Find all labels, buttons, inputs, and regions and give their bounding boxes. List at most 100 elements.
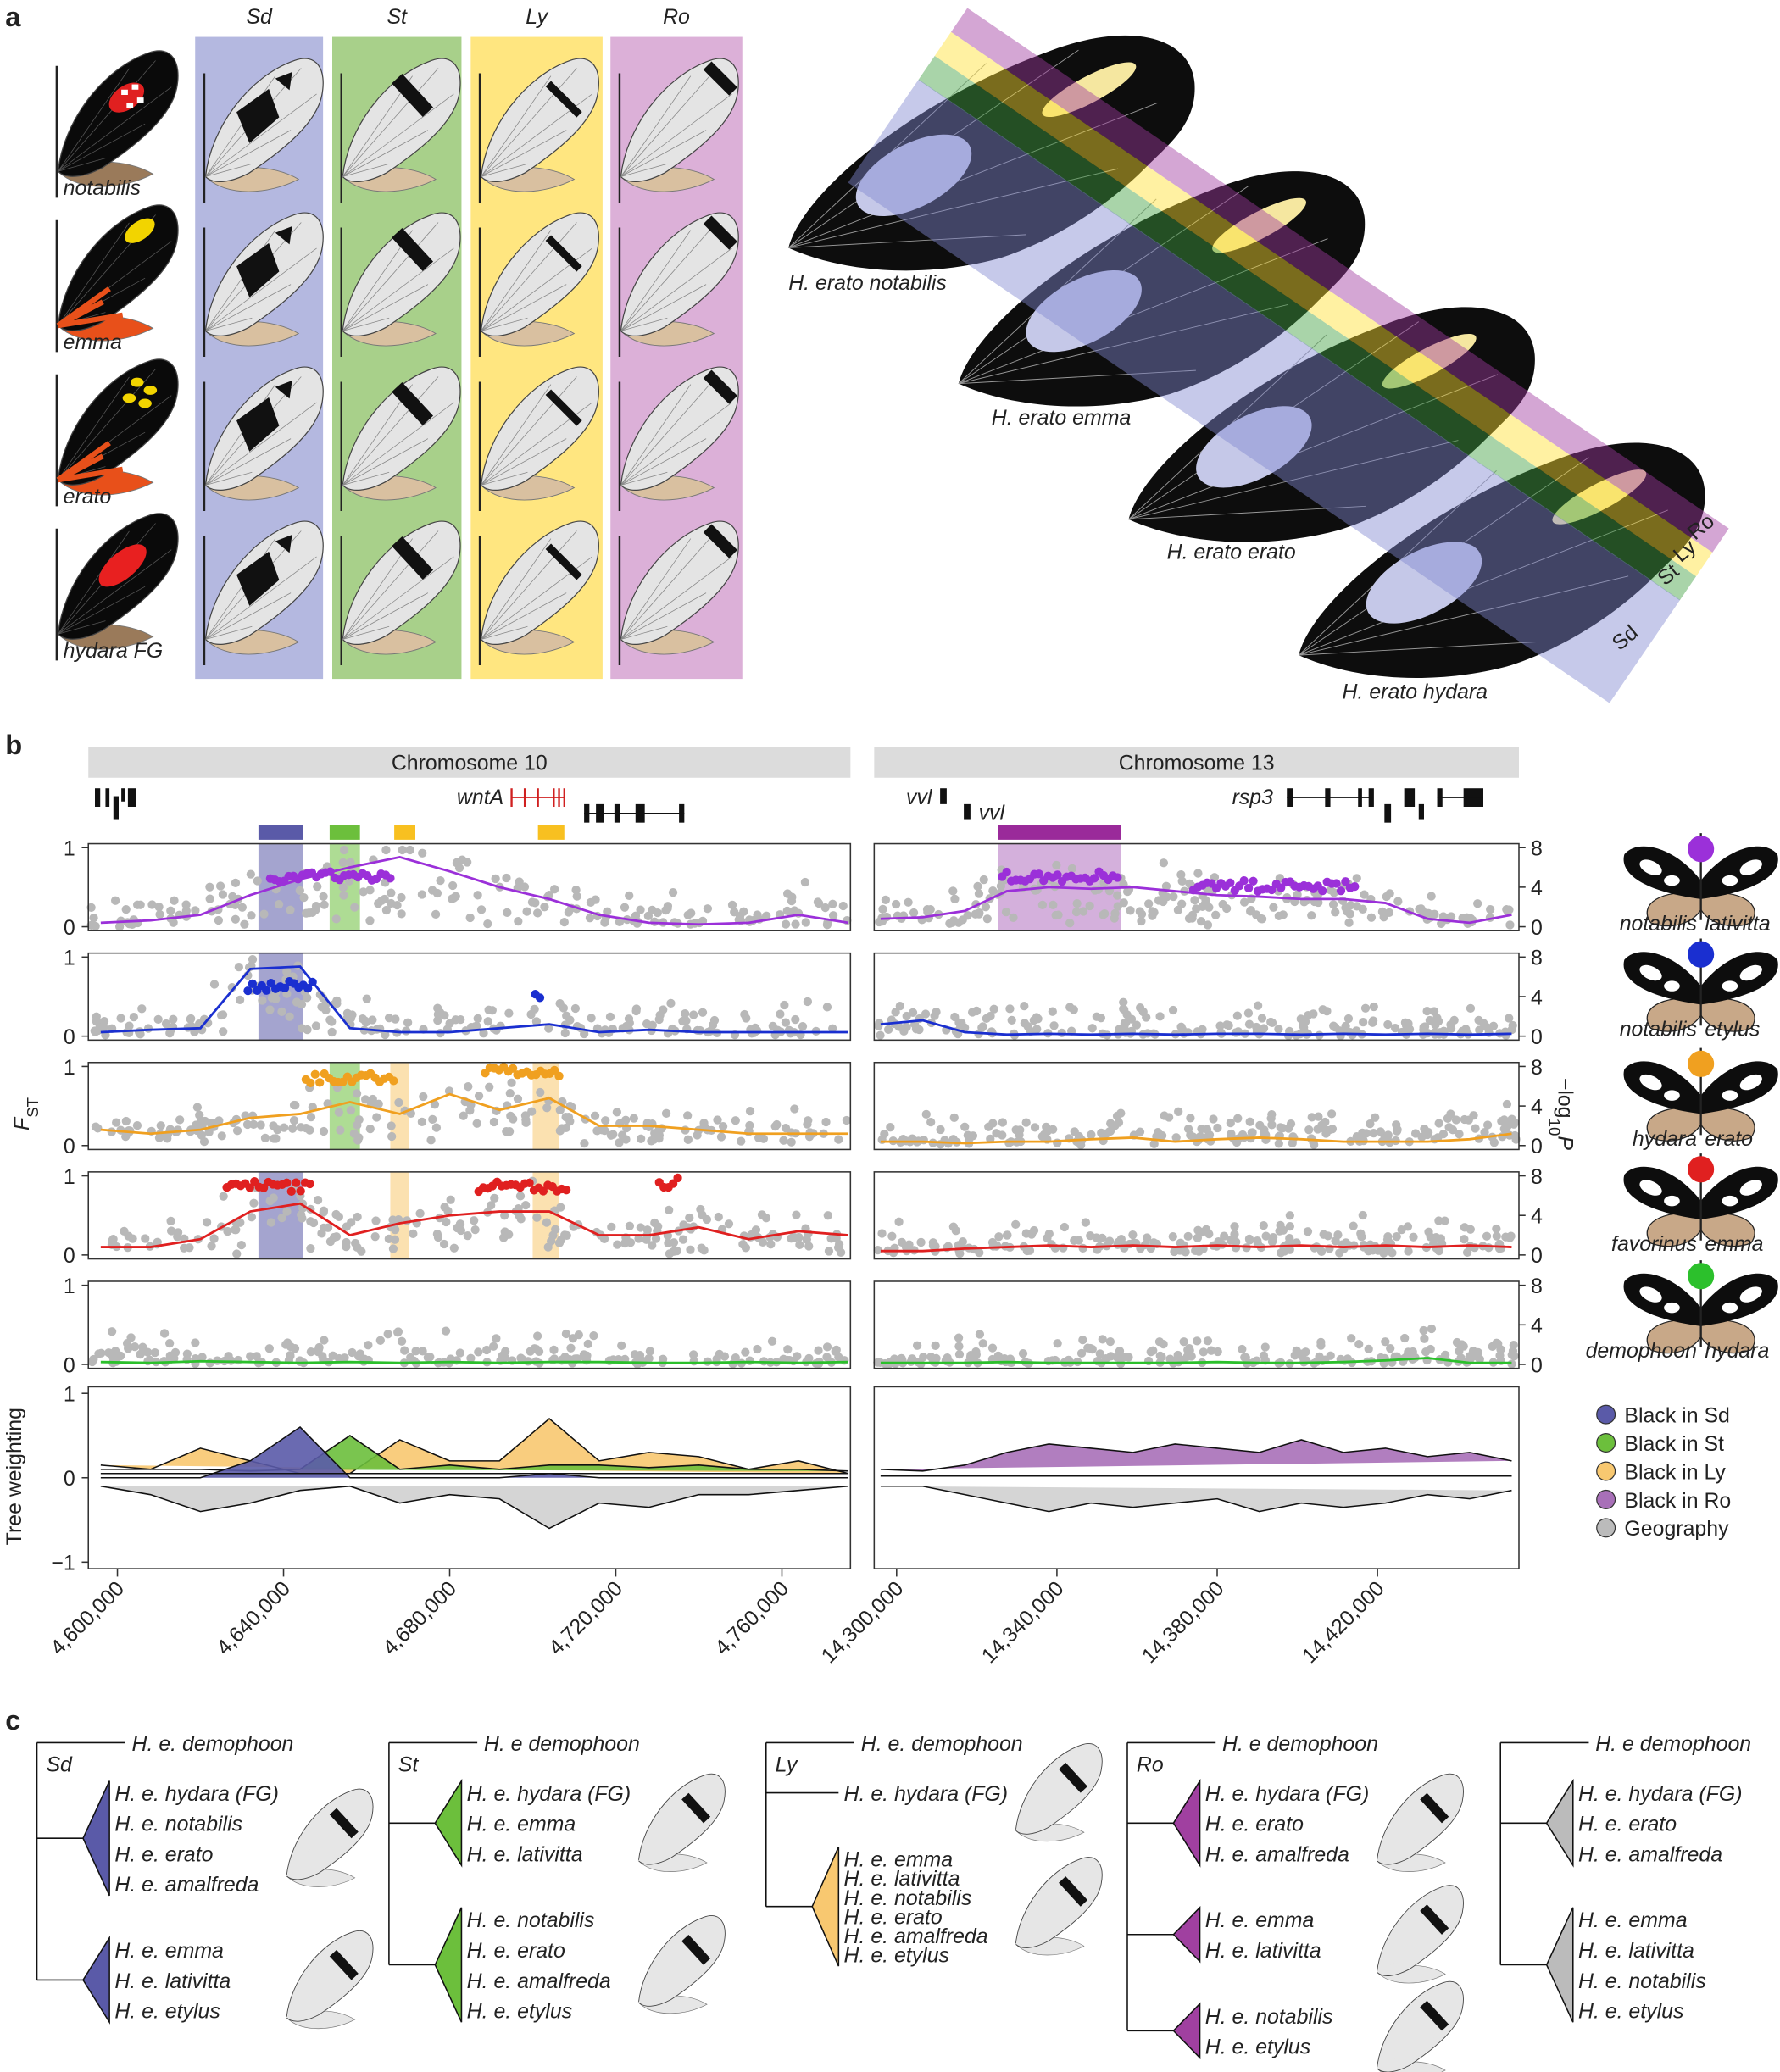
wing-vein	[620, 376, 717, 486]
legend-label: Black in Ly	[1624, 1460, 1726, 1484]
snp-dot	[1303, 1227, 1313, 1236]
snp-dot	[1085, 901, 1094, 911]
yellow-spot	[131, 377, 144, 387]
snp-dot	[338, 858, 348, 868]
snp-dot	[215, 881, 225, 891]
wing-vein	[620, 222, 717, 331]
snp-dot	[428, 1114, 437, 1125]
taxon-label: H. e. emma	[467, 1813, 576, 1836]
icon-spot	[1639, 1180, 1662, 1196]
snp-dot	[881, 895, 891, 905]
significant-dot	[525, 1178, 534, 1187]
fst-line	[100, 1359, 848, 1364]
y-tick-label: 1	[64, 837, 75, 861]
snp-dot	[1383, 1019, 1393, 1030]
snp-dot	[782, 889, 793, 898]
taxon-label: H. e. erato	[844, 1905, 943, 1929]
taxon-label: H. e. emma	[1578, 1908, 1688, 1932]
black-band	[329, 1808, 359, 1839]
snp-dot	[1029, 1015, 1038, 1025]
snp-dot	[730, 908, 739, 917]
snp-dot	[1471, 1124, 1480, 1133]
snp-dot	[173, 1228, 183, 1237]
snp-dot	[787, 1234, 796, 1243]
snp-dot	[928, 1238, 938, 1247]
snp-dot	[803, 997, 813, 1007]
wing-drawing	[1376, 1773, 1464, 1872]
black-pattern	[703, 524, 737, 558]
taxon-label: H. e. etylus	[1205, 2036, 1310, 2059]
snp-dot	[288, 1124, 298, 1133]
p-axis-label: −log10P	[1546, 1078, 1577, 1150]
wing-vein	[1377, 1891, 1448, 1973]
gene-exon	[964, 803, 971, 820]
yellow-patch	[125, 218, 155, 243]
snp-dot	[909, 908, 919, 918]
stack-label: H. erato emma	[992, 406, 1132, 430]
snp-dot	[1144, 899, 1154, 908]
snp-dot	[1503, 906, 1512, 916]
snp-dot	[1257, 1014, 1267, 1023]
taxon-label: H. e. notabilis	[1578, 1969, 1706, 1993]
snp-dot	[1182, 1352, 1192, 1361]
wing-vein	[1377, 1826, 1440, 1861]
snp-dot	[1309, 1009, 1318, 1019]
snp-dot	[273, 1125, 282, 1135]
snp-dot	[1469, 1111, 1478, 1120]
wing-vein	[1377, 1988, 1448, 2069]
snp-dot	[795, 1240, 804, 1250]
snp-dot	[1404, 1347, 1413, 1357]
gene-exon	[127, 788, 136, 807]
snp-dot	[644, 1353, 654, 1364]
snp-dot	[1114, 1118, 1124, 1127]
forewing	[286, 1788, 374, 1880]
icon-forewing	[1623, 1166, 1701, 1219]
taxon-label: H. e. etylus	[114, 2000, 220, 2024]
icon-hindwing	[1646, 997, 1702, 1032]
outgroup-label: H. e demophoon	[1595, 1732, 1751, 1756]
snp-dot	[876, 1030, 885, 1040]
snp-dot	[449, 1243, 459, 1253]
snp-dot	[348, 1347, 357, 1358]
wing-vein	[342, 376, 439, 486]
snp-dot	[298, 1214, 307, 1223]
wing-vein	[788, 234, 1026, 248]
snp-dot	[260, 1133, 270, 1142]
clade-triangle	[434, 1907, 463, 2023]
snp-dot	[988, 1119, 998, 1128]
snp-dot	[826, 1234, 836, 1243]
snp-dot	[375, 1336, 385, 1345]
snp-dot	[219, 1027, 228, 1036]
wing-vein	[620, 556, 732, 640]
snp-dot	[274, 900, 284, 909]
snp-dot	[1259, 1024, 1269, 1033]
snp-dot	[1276, 1220, 1285, 1230]
taxon-label: H. e. lativitta	[1205, 1939, 1321, 1963]
wing-vein	[1015, 1934, 1050, 1945]
snp-dot	[572, 892, 581, 901]
snp-dot	[166, 906, 175, 915]
snp-dot	[116, 1014, 125, 1023]
pale-patch	[855, 134, 972, 217]
snp-dot	[1360, 1003, 1371, 1013]
snp-dot	[256, 1120, 265, 1130]
wing-vein	[342, 556, 454, 640]
significant-dot	[1053, 870, 1062, 880]
icon-spot	[1664, 980, 1680, 992]
snp-dot	[1168, 1232, 1177, 1242]
snp-dot	[246, 869, 256, 879]
snp-dot	[1420, 1334, 1429, 1343]
snp-dot	[1417, 1132, 1427, 1142]
y2-tick-label: 4	[1531, 986, 1543, 1009]
snp-dot	[504, 1008, 514, 1018]
snp-dot	[531, 898, 540, 908]
snp-dot	[921, 1109, 931, 1119]
snp-dot	[1186, 1114, 1195, 1123]
snp-dot	[482, 1345, 492, 1355]
snp-dot	[753, 1344, 762, 1354]
snp-dot	[1403, 1222, 1413, 1231]
snp-dot	[1005, 1004, 1015, 1014]
snp-dot	[1466, 1353, 1476, 1364]
wing-vein	[286, 1802, 338, 1876]
snp-dot	[971, 1347, 981, 1357]
